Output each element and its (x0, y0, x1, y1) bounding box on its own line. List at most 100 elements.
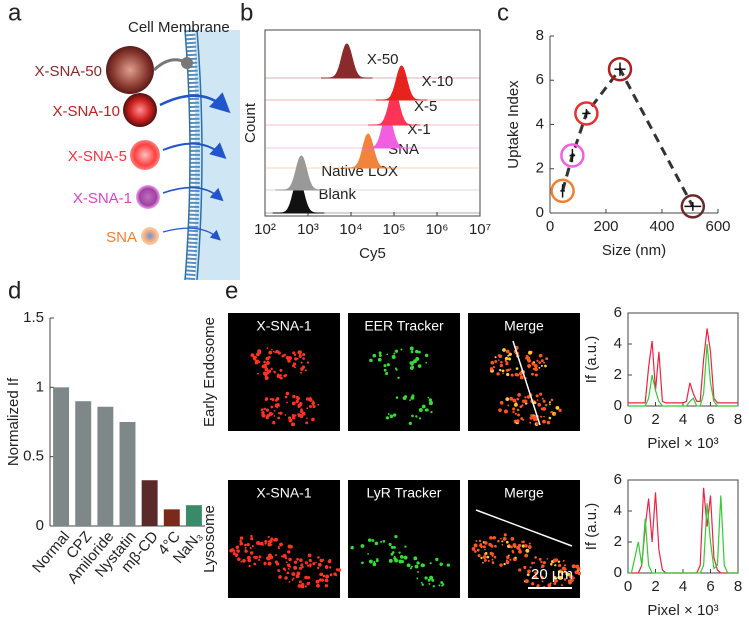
fluorescence-spot (482, 561, 484, 564)
fluorescence-spot (505, 361, 509, 364)
fluorescence-spot (265, 356, 270, 361)
fluorescence-spot (274, 537, 278, 542)
fluorescence-spot (410, 350, 414, 354)
blocked-path (152, 58, 186, 72)
fluorescence-spot (429, 575, 434, 580)
fluorescence-spot (317, 556, 320, 559)
fluorescence-spot (299, 401, 303, 406)
y-tick-label: 2 (614, 533, 622, 550)
plot-frame (264, 29, 481, 217)
fluorescence-spot (288, 557, 292, 562)
profile-line (628, 343, 738, 407)
fluorescence-spot (267, 542, 272, 547)
fluorescence-spot (263, 363, 267, 367)
fluorescence-spot (502, 372, 504, 375)
y-tick-label: 0.5 (23, 448, 44, 465)
fluorescence-spot (291, 415, 296, 420)
panel-label: b (240, 0, 253, 26)
fluorescence-spot (294, 560, 298, 564)
y-tick-label: 6 (614, 304, 622, 321)
bar (141, 480, 158, 526)
fluorescence-spot (271, 412, 274, 415)
fluorescence-spot (333, 572, 337, 576)
fluorescence-spot (577, 571, 582, 576)
uptake-arrow (162, 227, 221, 241)
fluorescence-spot (421, 404, 426, 409)
bar (53, 387, 70, 526)
fluorescence-spot (527, 569, 531, 574)
y-tick-label: 8 (536, 27, 544, 44)
fluorescence-spot (506, 372, 510, 377)
fluorescence-spot (534, 367, 538, 372)
x-tick-label: 6 (706, 578, 714, 595)
fluorescence-spot (268, 412, 273, 416)
point-ring (550, 178, 575, 204)
fluorescence-spot (516, 408, 520, 412)
fluorescence-spot (367, 538, 372, 542)
fluorescence-spot (553, 582, 557, 585)
fluorescence-spot (537, 402, 542, 407)
fluorescence-spot (385, 371, 389, 376)
fluorescence-spot (284, 374, 287, 377)
fluorescence-spot (545, 357, 549, 361)
fluorescence-spot (291, 414, 295, 417)
channel-label: Merge (504, 485, 544, 501)
fluorescence-spot (565, 572, 569, 576)
panel-label: e (225, 277, 238, 304)
fluorescence-spot (328, 559, 332, 562)
row-label: Lysosome (201, 505, 218, 573)
fluorescence-spot (246, 555, 251, 560)
fluorescence-spot (380, 540, 383, 543)
fluorescence-spot (389, 414, 394, 419)
fluorescence-spot (299, 410, 304, 414)
fluorescence-spot (416, 577, 419, 580)
fluorescence-spot (512, 543, 517, 548)
fluorescence-spot (300, 563, 304, 567)
fluorescence-spot (308, 558, 312, 563)
profile-line (628, 495, 738, 574)
fluorescence-spot (388, 558, 393, 563)
fluorescence-spot (264, 542, 267, 545)
fluorescence-spot (272, 421, 276, 425)
fluorescence-spot (278, 575, 282, 579)
fluorescence-spot (511, 551, 515, 554)
fluorescence-spot (530, 414, 533, 417)
fluorescence-spot (425, 361, 428, 364)
fluorescence-spot (544, 364, 547, 368)
fluorescence-spot (517, 393, 521, 397)
fluorescence-spot (571, 564, 576, 569)
fluorescence-spot (304, 369, 307, 372)
fluorescence-spot (395, 396, 399, 399)
fluorescence-spot (414, 564, 419, 569)
fluorescence-spot (507, 354, 510, 357)
fluorescence-spot (484, 541, 488, 545)
fluorescence-spot (329, 573, 333, 577)
x-tick-label: 2 (651, 411, 659, 428)
series-label: X-5 (414, 98, 437, 115)
fluorescence-spot (531, 372, 534, 376)
fluorescence-spot (542, 399, 546, 403)
fluorescence-spot (244, 546, 247, 549)
fluorescence-spot (557, 560, 561, 563)
fluorescence-spot (549, 403, 551, 406)
fluorescence-spot (316, 583, 320, 588)
fluorescence-spot (546, 558, 549, 560)
fluorescence-spot (298, 580, 302, 584)
fluorescence-spot (372, 562, 377, 567)
fluorescence-spot (522, 399, 526, 403)
fluorescence-spot (296, 558, 299, 560)
x-tick-label: 8 (734, 578, 742, 595)
fluorescence-spot (292, 351, 296, 355)
fluorescence-spot (318, 578, 323, 582)
fluorescence-spot (476, 548, 480, 552)
fluorescence-spot (488, 542, 492, 547)
fluorescence-spot (404, 395, 408, 399)
fluorescence-spot (250, 353, 255, 358)
fluorescence-spot (309, 563, 312, 566)
fluorescence-spot (304, 561, 308, 565)
fluorescence-spot (428, 398, 433, 402)
fluorescence-spot (264, 366, 268, 369)
fluorescence-spot (383, 364, 387, 368)
fluorescence-spot (501, 540, 504, 543)
fluorescence-spot (415, 415, 418, 418)
